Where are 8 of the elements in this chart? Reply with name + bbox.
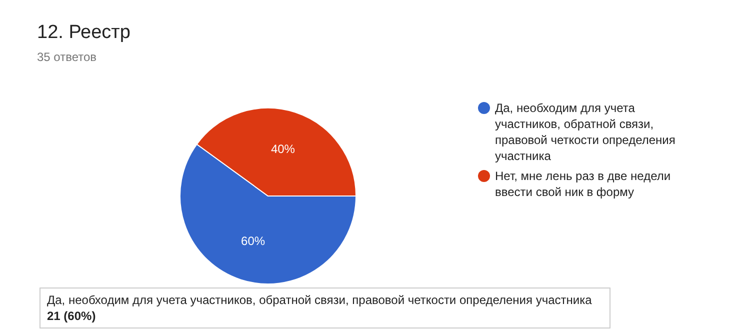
chart-title: 12. Реестр	[37, 22, 130, 43]
chart-subtitle: 35 ответов	[37, 50, 97, 64]
data-label: 60%	[241, 234, 266, 248]
legend-label: Нет, мне лень раз в две недели ввести свой ник в форму	[495, 169, 671, 199]
text: 21 (60%)	[47, 309, 96, 323]
legend-label: Да, необходим для учета участников, обратной связи, правовой четкости определения участника	[495, 101, 676, 163]
data-label: 40%	[270, 142, 296, 156]
slice-label: Да, необходим для учета участников, обратной связи, правовой четкости определения участника	[47, 293, 592, 307]
